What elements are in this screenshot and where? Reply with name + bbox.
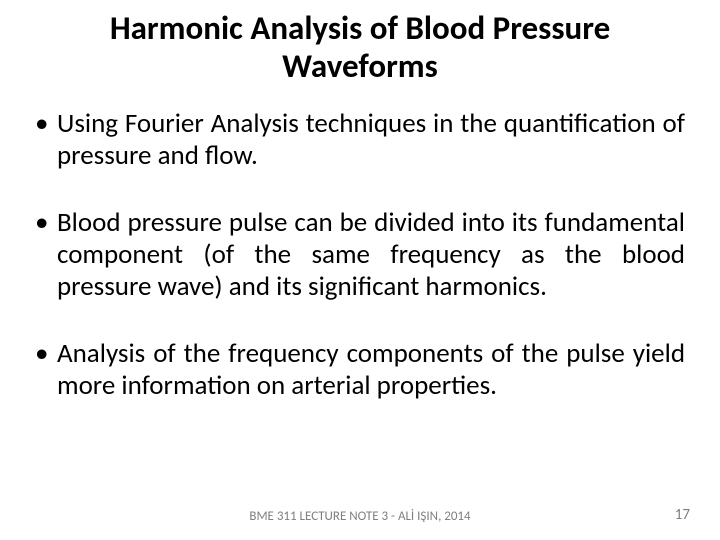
footer-text: BME 311 LECTURE NOTE 3 - ALİ IŞIN, 2014 xyxy=(0,509,720,524)
bullet-item: Using Fourier Analysis techniques in the… xyxy=(35,108,685,173)
bullet-item: Analysis of the frequency components of … xyxy=(35,338,685,403)
bullet-list: Using Fourier Analysis techniques in the… xyxy=(35,108,685,403)
slide: Harmonic Analysis of Blood Pressure Wave… xyxy=(0,0,720,540)
page-number: 17 xyxy=(675,506,690,524)
slide-title: Harmonic Analysis of Blood Pressure Wave… xyxy=(35,10,685,86)
bullet-item: Blood pressure pulse can be divided into… xyxy=(35,207,685,304)
